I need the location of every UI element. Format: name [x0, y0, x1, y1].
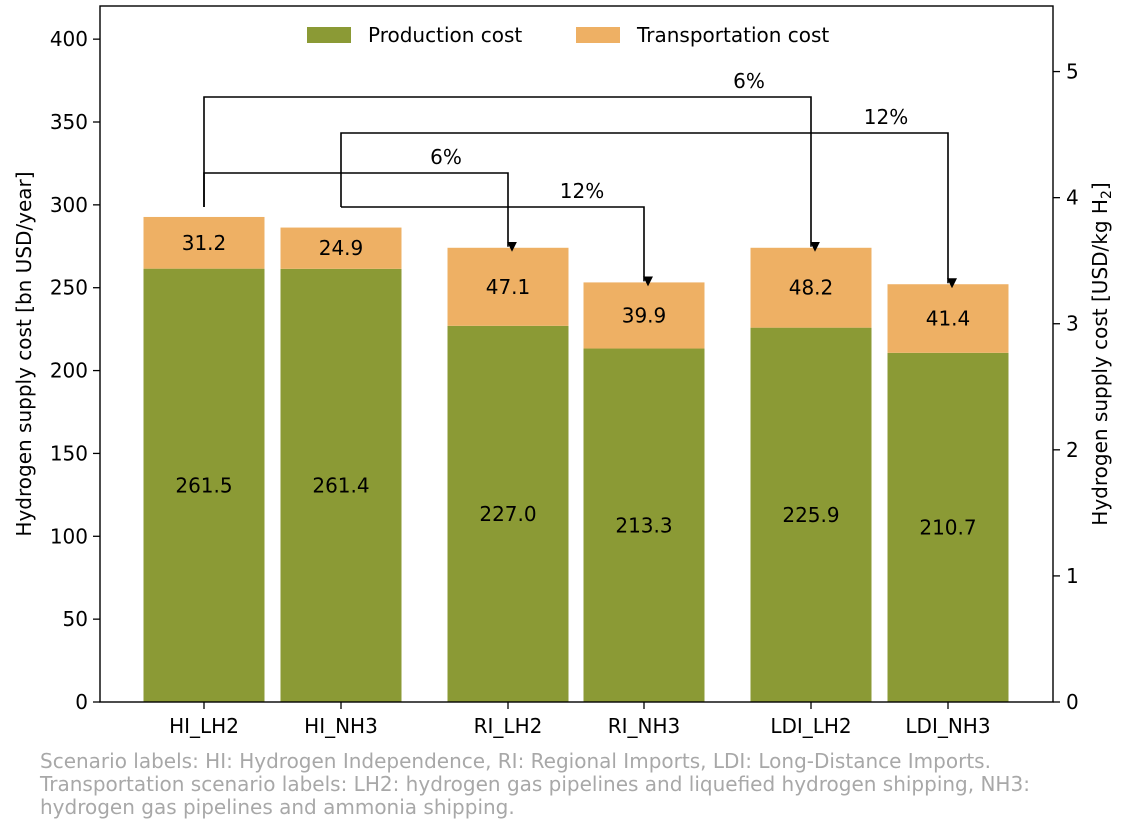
y-tick-label-left-400: 400 — [50, 27, 88, 51]
legend-swatch-1 — [307, 27, 351, 43]
x-tick-label-HI_NH3: HI_NH3 — [304, 714, 378, 738]
bar-transportation-LDI_LH2 — [750, 247, 872, 328]
legend-label-1: Production cost — [368, 23, 522, 47]
data-label-production-RI_NH3: 213.3 — [615, 513, 672, 537]
annotation-arrow-HI_NH3-to-LDI_NH3 — [340, 132, 957, 289]
y-axis-label-right-subscript: 2 — [1099, 190, 1115, 199]
x-tick-label-RI_LH2: RI_LH2 — [474, 714, 543, 738]
hydrogen-supply-cost-chart: 261.5 31.2 261.4 24.9 227.0 47.1 213.3 39.9 225.… — [12, 5, 1115, 738]
bar-transportation-HI_LH2 — [143, 216, 265, 269]
bar-transportation-HI_NH3 — [280, 227, 402, 269]
annotation-arrow-HI_LH2-to-RI_LH2 — [203, 172, 517, 252]
legend-label-2: Transportation cost — [636, 23, 829, 47]
legend: Production cost Transportation cost — [307, 23, 829, 47]
x-tick-label-LDI_LH2: LDI_LH2 — [770, 714, 851, 738]
caption-line-1: Scenario labels: HI: Hydrogen Independen… — [40, 749, 991, 773]
data-label-production-HI_LH2: 261.5 — [175, 473, 232, 497]
y-tick-label-left-50: 50 — [63, 607, 88, 631]
annotation-label-HI_NH3-to-LDI_NH3: 12% — [864, 105, 908, 129]
data-label-transportation-LDI_NH3: 41.4 — [926, 307, 971, 331]
bar-production-RI_NH3 — [583, 348, 705, 702]
y-tick-label-left-250: 250 — [50, 276, 88, 300]
data-label-transportation-HI_NH3: 24.9 — [319, 236, 364, 260]
y-tick-label-left-150: 150 — [50, 441, 88, 465]
x-tick-label-HI_LH2: HI_LH2 — [169, 714, 239, 738]
data-label-production-LDI_LH2: 225.9 — [782, 503, 839, 527]
bar-production-LDI_LH2 — [750, 327, 872, 702]
y-tick-label-left-350: 350 — [50, 110, 88, 134]
y-tick-label-left-100: 100 — [50, 524, 88, 548]
x-tick-label-RI_NH3: RI_NH3 — [608, 714, 681, 738]
y-tick-label-right-1: 1 — [1066, 564, 1079, 588]
y-tick-label-right-4: 4 — [1066, 186, 1079, 210]
data-label-production-LDI_NH3: 210.7 — [919, 515, 976, 539]
y-tick-label-right-5: 5 — [1066, 60, 1079, 84]
annotation-label-HI_LH2-to-LDI_LH2: 6% — [733, 69, 765, 93]
y-axis-label-right-end: ] — [1088, 182, 1112, 190]
legend-swatch-2 — [576, 27, 620, 43]
caption-line-3: hydrogen gas pipelines and ammonia shipp… — [40, 795, 515, 819]
axes-layer: 0 50 100 150 200 250 300 350 400 0 1 2 3 4 5 HI_LH2 HI_N… — [50, 27, 1079, 738]
y-tick-label-right-2: 2 — [1066, 438, 1079, 462]
annotation-label-HI_NH3-to-RI_NH3: 12% — [560, 179, 604, 203]
y-axis-label-left: Hydrogen supply cost [bn USD/year] — [12, 171, 36, 536]
bar-production-HI_LH2 — [143, 268, 265, 702]
y-tick-label-right-3: 3 — [1066, 312, 1079, 336]
x-tick-label-LDI_NH3: LDI_NH3 — [905, 714, 990, 738]
y-axis-label-right: Hydrogen supply cost [USD/kg H2] — [1088, 182, 1115, 525]
figure-caption: Scenario labels: HI: Hydrogen Independen… — [40, 750, 1110, 819]
bar-transportation-LDI_NH3 — [887, 284, 1009, 353]
y-tick-label-left-200: 200 — [50, 359, 88, 383]
annotation-arrow-HI_NH3-to-RI_NH3 — [341, 206, 653, 287]
percentage-annotations: 6% 12% 6% 12% — [203, 69, 957, 289]
data-label-production-HI_NH3: 261.4 — [312, 473, 369, 497]
bars-layer: 261.5 31.2 261.4 24.9 227.0 47.1 213.3 39.9 225.… — [143, 216, 1009, 702]
bar-production-LDI_NH3 — [887, 352, 1009, 702]
y-tick-label-left-0: 0 — [75, 690, 88, 714]
bar-production-RI_LH2 — [447, 325, 569, 702]
y-tick-label-right-0: 0 — [1066, 690, 1079, 714]
annotation-label-HI_LH2-to-RI_LH2: 6% — [430, 145, 462, 169]
bar-transportation-RI_LH2 — [447, 247, 569, 326]
data-label-transportation-RI_NH3: 39.9 — [622, 303, 667, 327]
y-axis-label-right-main: Hydrogen supply cost [USD/kg H — [1088, 199, 1112, 526]
bar-transportation-RI_NH3 — [583, 282, 705, 349]
data-label-transportation-RI_LH2: 47.1 — [486, 275, 531, 299]
caption-line-2: Transportation scenario labels: LH2: hyd… — [40, 772, 1030, 796]
data-label-transportation-LDI_LH2: 48.2 — [789, 276, 834, 300]
data-label-production-RI_LH2: 227.0 — [479, 502, 536, 526]
y-tick-label-left-300: 300 — [50, 193, 88, 217]
bar-production-HI_NH3 — [280, 268, 402, 702]
data-label-transportation-HI_LH2: 31.2 — [182, 231, 227, 255]
annotation-arrow-HI_LH2-to-LDI_LH2 — [203, 96, 820, 252]
plot-frame — [99, 5, 1054, 703]
